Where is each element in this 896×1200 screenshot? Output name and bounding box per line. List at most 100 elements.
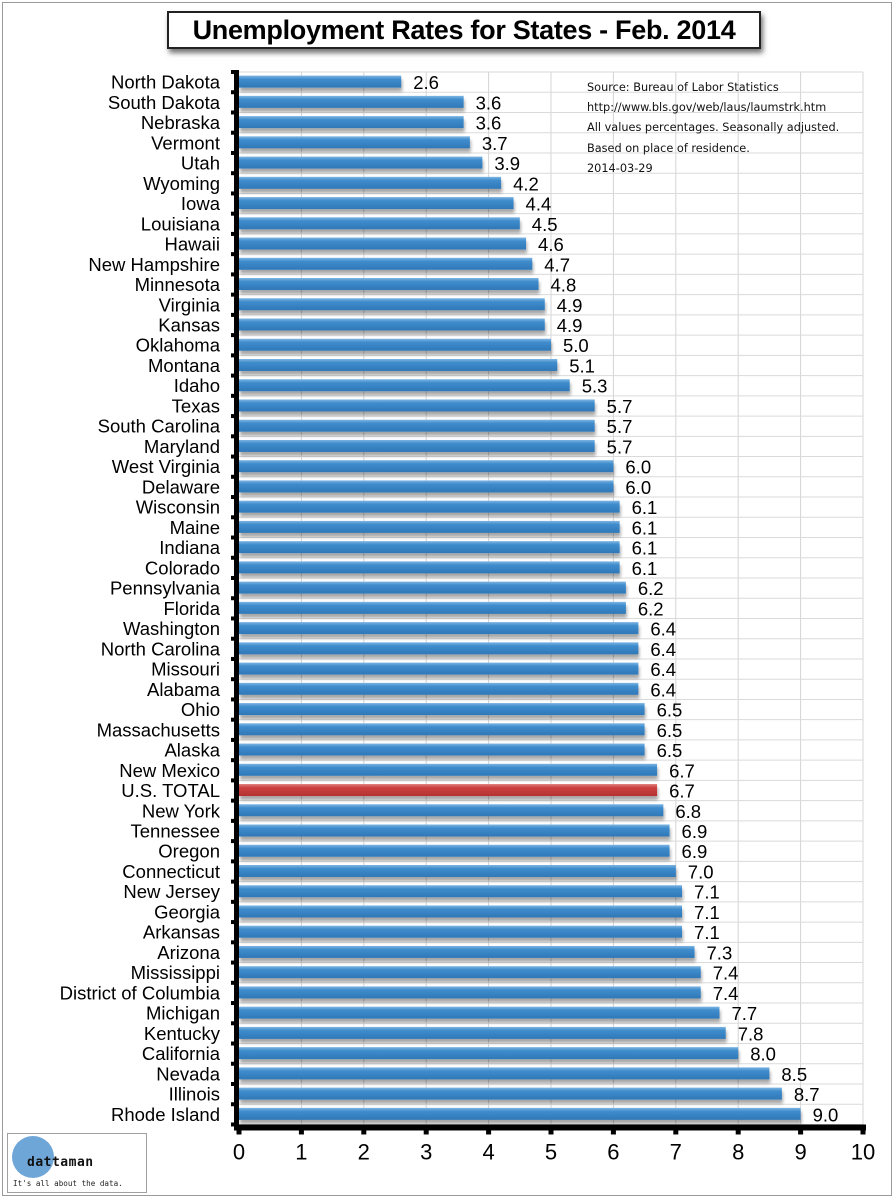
y-axis-tick xyxy=(231,778,235,783)
bar xyxy=(239,885,683,898)
data-label: 7.4 xyxy=(713,963,739,984)
x-axis-tick xyxy=(423,1128,429,1135)
source-line: Source: Bureau of Labor Statistics xyxy=(587,81,779,94)
bar xyxy=(239,75,402,88)
y-axis-tick xyxy=(231,596,235,601)
category-label: South Carolina xyxy=(98,416,221,437)
data-label: 7.0 xyxy=(688,861,714,882)
y-axis-tick xyxy=(231,697,235,702)
data-label: 6.5 xyxy=(657,740,683,761)
x-axis-tick xyxy=(548,1128,554,1135)
data-label: 7.1 xyxy=(694,922,720,943)
y-axis-tick xyxy=(231,414,235,419)
x-tick-label: 2 xyxy=(358,1139,370,1164)
category-label: South Dakota xyxy=(108,92,221,113)
data-label: 5.3 xyxy=(582,376,608,397)
y-axis-tick xyxy=(231,636,235,641)
bar xyxy=(239,237,527,250)
category-label: U.S. TOTAL xyxy=(121,780,220,801)
data-label: 5.7 xyxy=(607,436,633,457)
y-axis-tick xyxy=(231,1021,235,1026)
category-label: Missouri xyxy=(151,659,220,680)
y-axis-tick xyxy=(231,252,235,257)
bar xyxy=(239,986,701,999)
bar xyxy=(239,318,545,331)
bar xyxy=(239,1047,739,1060)
category-label: Alabama xyxy=(147,679,221,700)
x-axis-tick xyxy=(798,1128,804,1135)
data-label: 7.1 xyxy=(694,882,720,903)
bar xyxy=(239,945,695,958)
y-axis-tick xyxy=(231,899,235,904)
data-label: 3.9 xyxy=(494,153,520,174)
bar xyxy=(239,500,620,513)
bar xyxy=(239,804,664,817)
bar xyxy=(239,925,683,938)
y-axis-tick xyxy=(231,211,235,216)
y-axis-tick xyxy=(231,940,235,945)
category-label: Florida xyxy=(163,598,220,619)
bar xyxy=(239,905,683,918)
data-label: 6.5 xyxy=(657,700,683,721)
y-axis-tick xyxy=(231,879,235,884)
source-annotation: Source: Bureau of Labor Statistics http:… xyxy=(587,78,839,179)
bar xyxy=(239,763,658,776)
bar xyxy=(239,662,639,675)
x-axis-tick xyxy=(860,1128,866,1135)
data-label: 6.2 xyxy=(638,598,664,619)
category-label: Ohio xyxy=(181,699,220,720)
y-axis-tick xyxy=(231,515,235,520)
bar xyxy=(239,1107,801,1120)
category-label: Illinois xyxy=(169,1084,220,1105)
bar-highlight xyxy=(239,784,658,797)
y-axis-tick xyxy=(231,576,235,580)
bar xyxy=(239,298,545,311)
y-axis-tick xyxy=(231,150,235,155)
data-label: 4.2 xyxy=(513,173,539,194)
bar xyxy=(239,399,595,412)
bar xyxy=(239,1006,720,1019)
category-label: Nebraska xyxy=(141,112,221,133)
category-label: New York xyxy=(142,800,221,821)
y-axis-tick xyxy=(231,474,235,479)
logo-circle-icon xyxy=(12,1136,54,1178)
data-label: 8.0 xyxy=(750,1044,776,1065)
data-label: 4.5 xyxy=(532,214,558,235)
bar xyxy=(239,844,670,857)
data-label: 5.1 xyxy=(569,355,595,376)
bar xyxy=(239,723,645,736)
y-axis-tick xyxy=(231,231,235,236)
data-label: 6.0 xyxy=(625,457,651,478)
data-label: 7.1 xyxy=(694,902,720,923)
category-label: Idaho xyxy=(174,375,220,396)
bar xyxy=(239,1026,726,1039)
y-axis-tick xyxy=(231,798,235,803)
data-label: 6.1 xyxy=(632,558,658,579)
bar xyxy=(239,561,620,574)
y-axis-tick xyxy=(231,353,235,358)
data-label: 7.3 xyxy=(707,942,733,963)
y-axis-tick xyxy=(231,454,235,459)
data-label: 6.4 xyxy=(650,679,676,700)
category-label: Michigan xyxy=(146,1003,220,1024)
y-axis-tick xyxy=(231,1102,235,1107)
bar xyxy=(239,601,626,614)
category-label: Connecticut xyxy=(122,861,220,882)
category-label: Oregon xyxy=(158,841,220,862)
bar xyxy=(239,419,595,432)
data-label: 4.7 xyxy=(544,254,570,275)
x-axis-tick xyxy=(673,1128,679,1135)
x-tick-label: 6 xyxy=(607,1139,619,1164)
data-label: 6.1 xyxy=(632,497,658,518)
dattaman-logo: dattaman It's all about the data. xyxy=(7,1133,147,1193)
data-label: 8.7 xyxy=(794,1084,820,1105)
bar xyxy=(239,743,645,756)
bar xyxy=(239,642,639,655)
y-axis-tick xyxy=(231,333,235,338)
y-axis-tick xyxy=(231,373,235,378)
x-axis-tick xyxy=(486,1128,492,1135)
data-label: 6.8 xyxy=(675,801,701,822)
bar xyxy=(239,622,639,635)
y-axis-tick xyxy=(231,818,235,823)
